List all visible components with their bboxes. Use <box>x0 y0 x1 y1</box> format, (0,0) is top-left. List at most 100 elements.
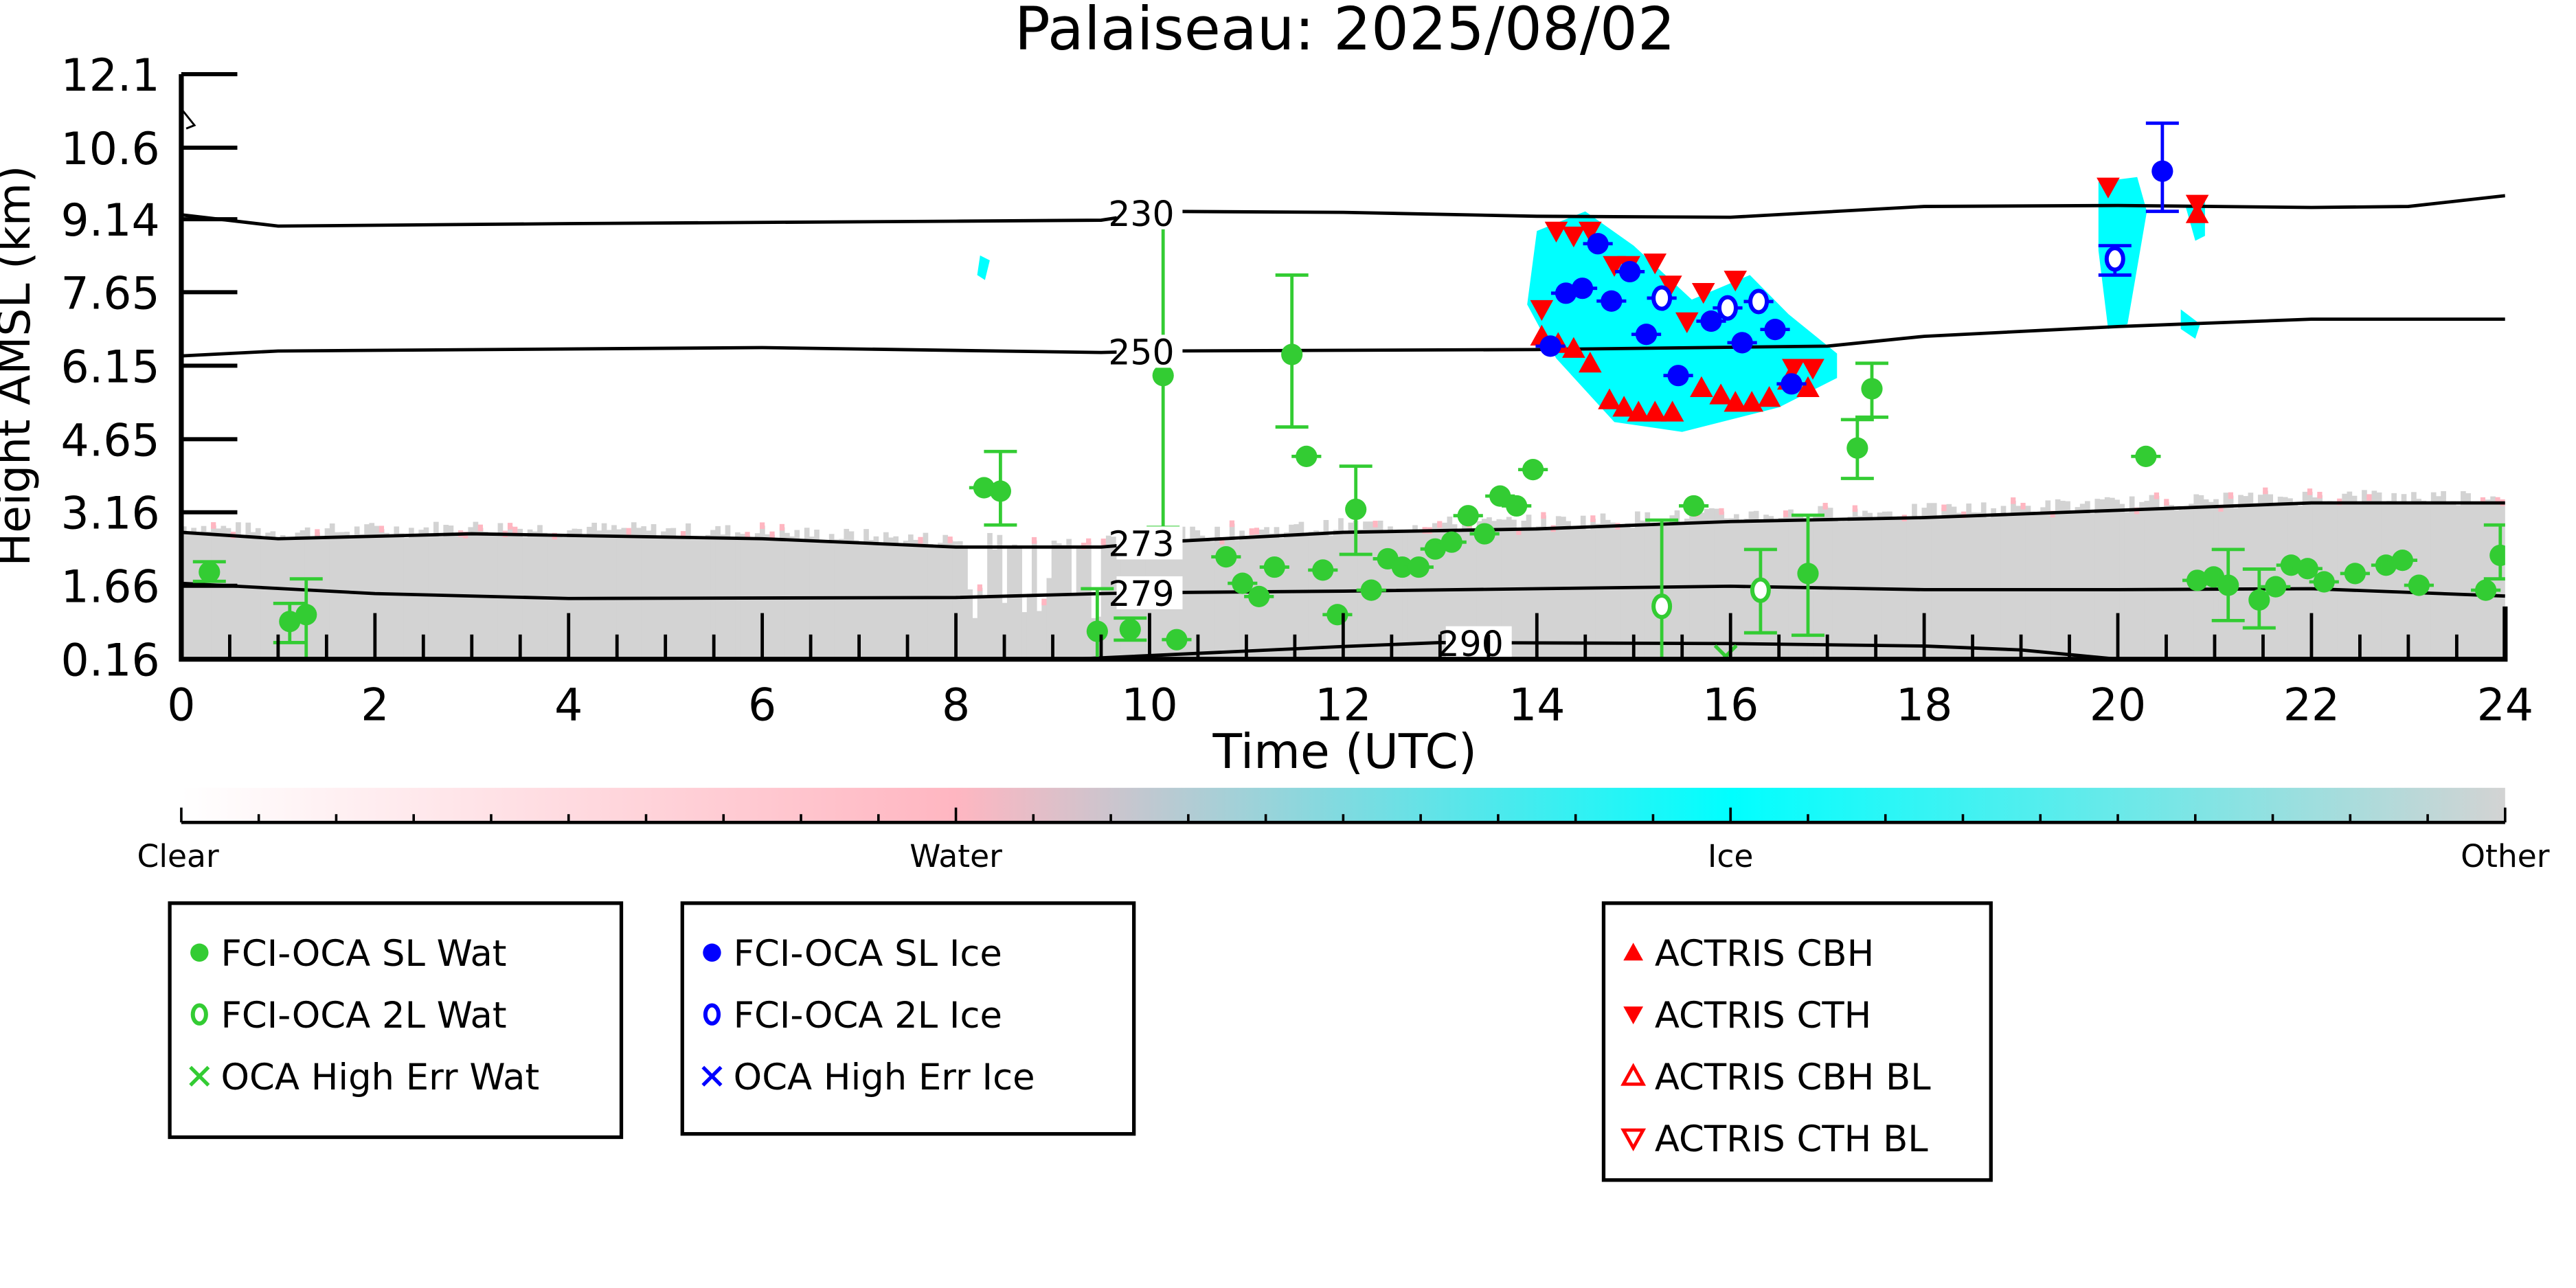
water-speckle <box>211 522 216 529</box>
background-column <box>2445 503 2452 659</box>
background-column <box>1926 503 1932 659</box>
background-column <box>2129 496 2135 659</box>
legend-label: ACTRIS CTH BL <box>1655 1118 1928 1160</box>
background-column <box>1649 524 1656 659</box>
background-column <box>2292 504 2298 659</box>
background-column <box>2401 494 2407 659</box>
background-column <box>863 529 869 659</box>
data-point-actris-cbh <box>1660 400 1684 422</box>
background-column <box>1516 531 1522 659</box>
background-column <box>191 528 196 659</box>
legend-item: FCI-OCA SL Wat <box>190 933 506 975</box>
data-point-fci-oca-sl-ice <box>1535 335 1566 357</box>
background-column <box>725 525 731 659</box>
background-column <box>1714 508 1719 659</box>
background-column <box>2154 495 2160 659</box>
background-column <box>2015 506 2021 659</box>
background-column <box>1219 541 1225 659</box>
background-column <box>735 532 741 659</box>
data-point-fci-oca-sl-ice <box>1776 373 1807 395</box>
background-column <box>300 530 306 659</box>
background-column <box>2139 501 2145 659</box>
background-column <box>2342 493 2347 659</box>
data-point-actris-cth <box>2185 194 2209 216</box>
data-point-actris-cth <box>1603 256 1626 277</box>
background-column <box>1615 526 1620 659</box>
background-column <box>1244 538 1250 659</box>
background-column <box>201 526 207 659</box>
background-column <box>1012 544 1017 659</box>
background-column <box>927 543 934 659</box>
background-column <box>686 523 691 659</box>
background-column <box>1882 511 1888 659</box>
background-column <box>1773 519 1779 659</box>
background-column <box>1407 530 1413 659</box>
background-column <box>1343 531 1349 659</box>
data-point-fci-oca-2l-ice <box>1743 289 1774 315</box>
background-column <box>1100 541 1107 659</box>
data-point-fci-oca-sl-ice <box>1631 324 1662 346</box>
background-column <box>1739 521 1744 659</box>
background-column <box>236 522 241 659</box>
legend-label: FCI-OCA 2L Ice <box>734 995 1002 1037</box>
water-speckle <box>760 522 765 530</box>
background-column <box>2366 497 2372 659</box>
data-point-fci-oca-sl-wat <box>1502 495 1532 517</box>
legends: FCI-OCA SL Wat FCI-OCA 2L Wat OCA High Err… <box>168 901 1993 1182</box>
contour-label-250: 250 <box>1108 332 1174 373</box>
water-speckle <box>1822 503 1828 510</box>
background-column <box>324 528 330 659</box>
background-column <box>1313 530 1319 659</box>
data-point-fci-oca-sl-wat <box>1228 572 1258 594</box>
data-point-fci-oca-sl-wat <box>1855 361 1888 419</box>
data-point-actris-cth <box>1659 275 1682 297</box>
background-column <box>957 541 963 659</box>
background-column <box>1471 530 1478 659</box>
data-point-actris-cbh <box>1690 376 1713 397</box>
background-column <box>2035 514 2041 659</box>
colorbar: Clear Water Ice Other <box>137 787 2550 874</box>
background-column <box>2287 498 2293 659</box>
background-column <box>1912 504 1917 659</box>
background-column <box>1006 548 1013 659</box>
water-speckle <box>315 529 320 536</box>
data-point-fci-oca-sl-ice <box>2145 121 2179 214</box>
background-column <box>641 526 646 659</box>
background-column <box>1041 602 1047 659</box>
background-column <box>532 531 538 659</box>
water-speckle <box>1941 504 1947 512</box>
water-speckle <box>379 526 385 533</box>
background-column <box>1204 540 1210 659</box>
background-column <box>631 522 637 659</box>
background-column <box>2238 495 2244 659</box>
x-axis-label: Time (UTC) <box>1212 724 1478 780</box>
chart-title: Palaiseau: 2025/08/02 <box>1015 0 1675 64</box>
water-speckle <box>2228 492 2233 499</box>
axes: 0 2 4 6 8 10 12 14 16 18 20 22 240.161.663.164.656.1… <box>61 50 2534 732</box>
x-tick-label: 14 <box>1509 679 1565 731</box>
contour-label-bg <box>1116 196 1183 229</box>
background-column <box>1185 539 1190 659</box>
background-column <box>428 535 434 659</box>
background-column <box>913 539 918 659</box>
background-column <box>1724 518 1730 659</box>
legend-box-2: FCI-OCA SL Ice FCI-OCA 2L Ice OCA High Err… <box>680 901 1136 1136</box>
data-point-fci-oca-sl-wat <box>1114 616 1147 642</box>
data-point-actris-cth <box>1530 300 1554 321</box>
background-column <box>977 587 983 659</box>
data-point-fci-oca-sl-ice <box>1583 233 1613 255</box>
water-speckle <box>769 531 775 539</box>
data-marks <box>192 121 2505 659</box>
data-point-actris-cbh <box>1612 396 1636 417</box>
data-point-fci-oca-sl-wat <box>1259 556 1289 578</box>
background-column <box>2079 504 2086 659</box>
water-speckle <box>1719 508 1724 515</box>
background-column <box>285 539 291 659</box>
background-column <box>2386 501 2392 659</box>
colorbar-label-clear: Clear <box>137 838 219 874</box>
legend-item: FCI-OCA 2L Wat <box>190 995 507 1037</box>
background-column <box>1417 531 1423 659</box>
background-column <box>403 537 409 659</box>
background-column <box>1961 515 1967 659</box>
contour-label-230: 230 <box>1108 194 1174 234</box>
